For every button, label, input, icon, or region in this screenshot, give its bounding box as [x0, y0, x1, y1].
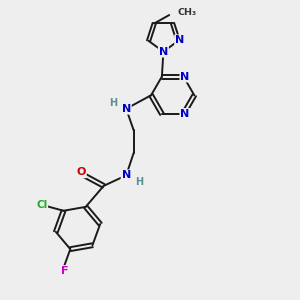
- Text: N: N: [175, 35, 184, 45]
- Text: F: F: [61, 266, 68, 276]
- Text: N: N: [180, 72, 190, 82]
- Text: CH₃: CH₃: [178, 8, 197, 17]
- Text: N: N: [122, 170, 131, 180]
- Text: N: N: [180, 109, 190, 119]
- Text: H: H: [135, 177, 143, 187]
- Text: O: O: [76, 167, 86, 177]
- Text: N: N: [122, 104, 131, 114]
- Text: N: N: [159, 47, 168, 57]
- Text: Cl: Cl: [36, 200, 47, 210]
- Text: H: H: [110, 98, 118, 108]
